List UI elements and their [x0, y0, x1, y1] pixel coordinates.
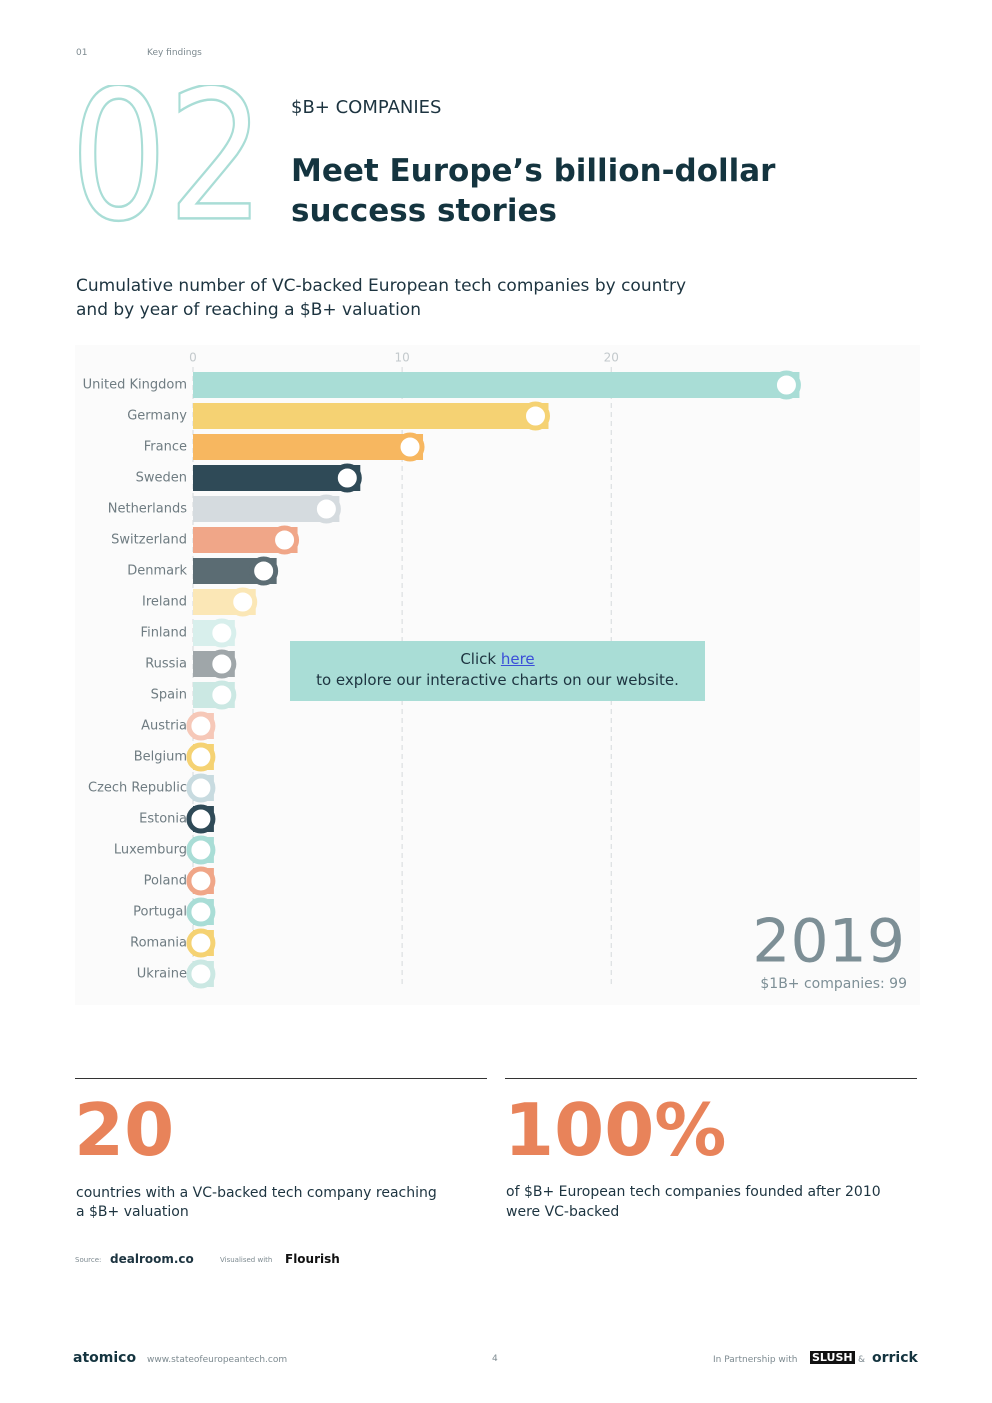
bar: [193, 465, 361, 491]
partner: orrick: [872, 1350, 918, 1366]
chart-title: and by year of reaching a $B+ valuation: [76, 300, 421, 320]
y-tick-label: Czech Republic: [88, 781, 187, 796]
flag: [207, 618, 237, 648]
flag: [521, 401, 550, 431]
section-title: Meet Europe’s billion-dollar: [291, 153, 776, 189]
flag: [228, 587, 258, 617]
bar: [193, 403, 549, 429]
y-tick-label: Netherlands: [108, 502, 187, 517]
stat-text: were VC-backed: [506, 1204, 620, 1220]
flag: [395, 432, 425, 462]
y-tick-label: Denmark: [127, 564, 187, 579]
callout-link[interactable]: here: [500, 650, 535, 668]
flag: [186, 742, 216, 772]
flag: [249, 556, 279, 586]
flag: [270, 525, 300, 555]
y-tick-label: Poland: [144, 874, 187, 889]
chart-title: Cumulative number of VC-backed European …: [76, 276, 687, 296]
y-tick-label: Germany: [127, 409, 187, 424]
y-tick-label: Estonia: [139, 812, 187, 827]
stat-number: 100%: [504, 1088, 727, 1172]
flag: [186, 959, 216, 989]
flag: [186, 866, 216, 896]
total-label: $1B+ companies: 99: [760, 976, 907, 992]
flag: [186, 773, 216, 803]
stat-text: of $B+ European tech companies founded a…: [506, 1184, 881, 1200]
y-tick-label: United Kingdom: [83, 378, 187, 393]
x-tick-label: 0: [189, 351, 197, 365]
section-name: Key findings: [147, 48, 202, 58]
partner-amp: &: [858, 1355, 866, 1365]
stat-text: a $B+ valuation: [76, 1204, 189, 1220]
bar: [193, 372, 800, 398]
bar: [193, 434, 424, 460]
y-tick-label: Belgium: [134, 750, 187, 765]
callout-prefix: Click: [460, 650, 497, 668]
y-tick-label: Ireland: [142, 595, 187, 610]
flag: [771, 370, 801, 400]
partner: SLUSH: [810, 1351, 855, 1364]
y-tick-label: Finland: [141, 626, 187, 641]
y-tick-label: Spain: [151, 688, 187, 703]
divider: [505, 1078, 917, 1079]
footer-brand: atomico: [73, 1350, 137, 1366]
section-title: success stories: [291, 193, 557, 229]
flag: [186, 928, 216, 958]
section-number: 02: [70, 85, 265, 245]
y-tick-label: Sweden: [136, 471, 187, 486]
flag: [186, 897, 216, 927]
y-tick-label: Romania: [130, 936, 187, 951]
visual-label: Visualised with: [220, 1256, 273, 1264]
x-tick-label: 20: [604, 351, 619, 365]
x-tick-label: 10: [394, 351, 409, 365]
section-number-graphic: 02: [70, 85, 266, 245]
flag: [207, 649, 237, 679]
chart: 0 10 20 United Kingdom Germany France Sweden Ne…: [75, 345, 920, 1005]
source-label: Source:: [75, 1256, 102, 1264]
y-tick-label: Ukraine: [137, 967, 187, 982]
y-tick-label: Luxemburg: [114, 843, 187, 858]
footer-url: www.stateofeuropeantech.com: [147, 1355, 288, 1365]
y-tick-label: France: [144, 440, 187, 455]
page-number: 4: [492, 1354, 498, 1364]
stat-text: countries with a VC-backed tech company …: [76, 1185, 437, 1201]
callout: Click here to explore our interactive ch…: [290, 641, 705, 701]
flag: [207, 680, 237, 710]
partner-label: In Partnership with: [713, 1355, 798, 1365]
y-tick-label: Russia: [145, 657, 187, 672]
visual-tool: Flourish: [285, 1252, 340, 1266]
page-section: 01: [76, 48, 88, 58]
divider: [75, 1078, 487, 1079]
flag: [332, 463, 362, 493]
stat-number: 20: [74, 1088, 175, 1172]
y-tick-label: Portugal: [133, 905, 187, 920]
flag: [186, 835, 216, 865]
flag: [186, 804, 216, 834]
callout-text: to explore our interactive charts on our…: [316, 671, 679, 689]
source: dealroom.co: [110, 1252, 194, 1266]
flag: [186, 711, 216, 741]
y-tick-label: Austria: [141, 719, 187, 734]
flag: [311, 494, 341, 524]
kicker: $B+ COMPANIES: [291, 97, 442, 118]
y-tick-label: Switzerland: [111, 533, 187, 548]
year-label: 2019: [752, 907, 905, 977]
